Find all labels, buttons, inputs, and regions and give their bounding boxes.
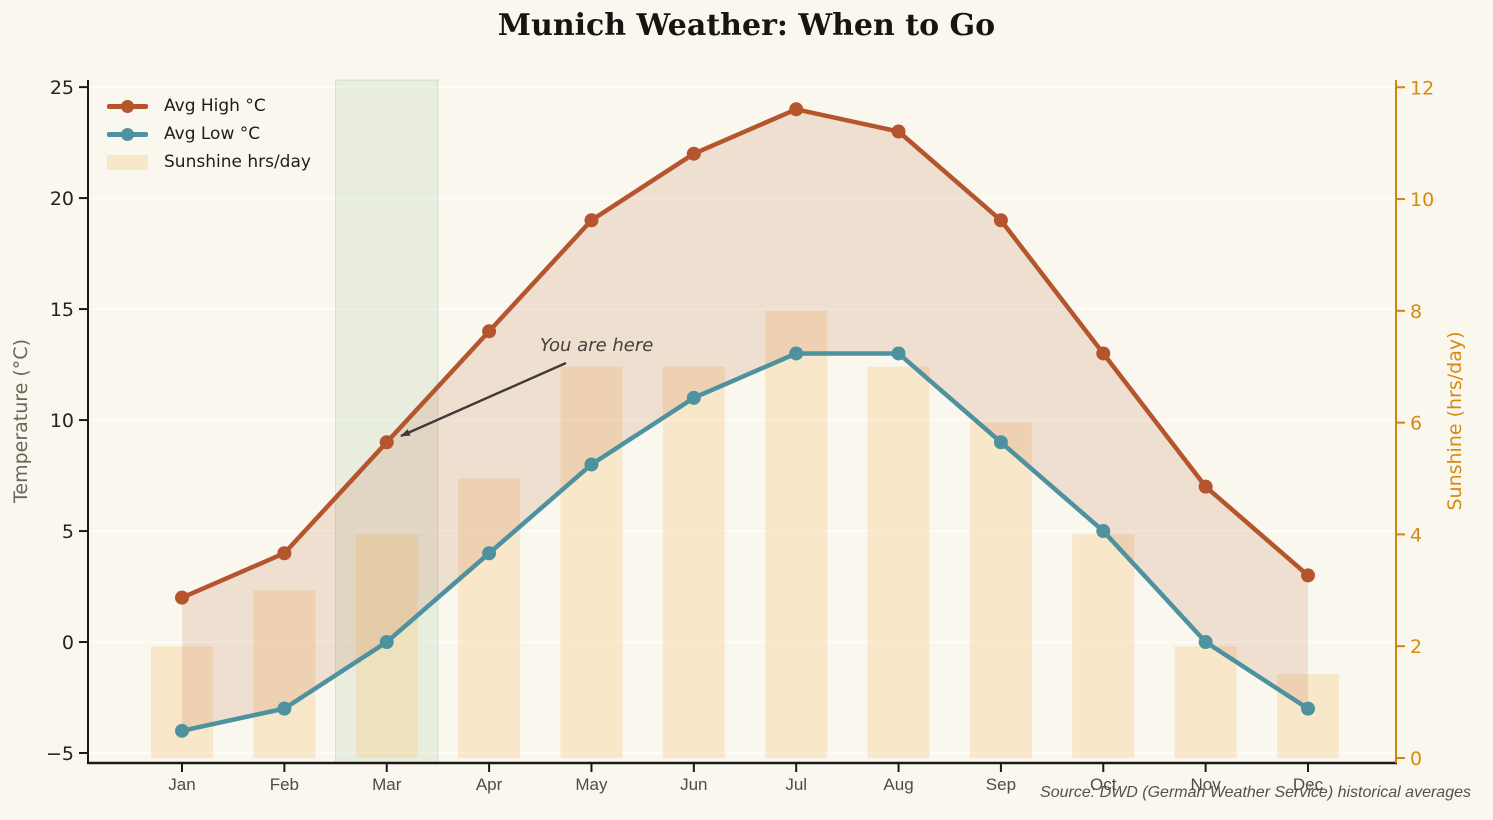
- sunshine-bar-Feb: [253, 590, 316, 758]
- sunshine-bar-Jun: [662, 366, 725, 758]
- left-axis-title: Temperature (°C): [10, 339, 32, 504]
- sunshine-bar-Dec: [1277, 674, 1340, 758]
- avg-low-point-Sep: [993, 435, 1008, 450]
- sunshine-bar-Jan: [151, 646, 213, 758]
- source-note: Source: DWD (German Weather Service) his…: [1040, 784, 1471, 801]
- left-tick-label: −5: [46, 743, 74, 765]
- right-tick-label: 12: [1410, 77, 1434, 99]
- x-tick-label-Oct: Oct: [1090, 775, 1117, 794]
- avg-high-point-Sep: [993, 213, 1008, 228]
- x-tick-label-Jan: Jan: [168, 775, 195, 794]
- x-tick-label-Aug: Aug: [883, 775, 913, 794]
- avg-high-point-Jun: [686, 146, 701, 161]
- avg-high-point-Jul: [789, 102, 804, 117]
- x-tick-label-Nov: Nov: [1191, 775, 1222, 794]
- avg-low-line: [179, 351, 1311, 734]
- right-tick-label: 10: [1410, 189, 1434, 211]
- sunshine-bar-Oct: [1072, 534, 1135, 758]
- avg-low-point-Oct: [1096, 524, 1111, 539]
- avg-high-point-Mar: [379, 435, 394, 450]
- left-tick-label: 20: [50, 188, 74, 210]
- x-tick-label-Sep: Sep: [986, 775, 1016, 794]
- avg-low-point-Aug: [891, 346, 906, 361]
- avg-high-line-marker-icon: [107, 98, 148, 114]
- avg-high-line: [179, 107, 1311, 600]
- avg-low-point-Jun: [686, 390, 701, 405]
- sunshine-bar-Sep: [969, 422, 1032, 758]
- avg-low-line-marker-icon: [107, 126, 148, 142]
- right-tick-label: 6: [1410, 413, 1422, 435]
- right-tick-label: 2: [1410, 636, 1422, 658]
- x-tick-label-Dec: Dec: [1293, 775, 1324, 794]
- you-are-here-annotation: You are here: [540, 335, 654, 356]
- avg-low-point-Feb: [277, 701, 292, 716]
- avg-low-point-Jul: [789, 346, 804, 361]
- avg-low-point-Apr: [482, 546, 497, 561]
- avg-low-point-Dec: [1301, 701, 1316, 716]
- legend-label: Avg High °C: [164, 96, 266, 116]
- avg-high-point-Feb: [277, 546, 292, 561]
- sunshine-bar-Aug: [867, 366, 930, 758]
- right-axis-title: Sunshine (hrs/day): [1444, 331, 1466, 510]
- avg-low-point-Jan: [175, 723, 189, 738]
- x-tick-label-Feb: Feb: [270, 775, 299, 794]
- right-tick-label: 4: [1410, 524, 1422, 546]
- x-tick-label-Apr: Apr: [476, 775, 503, 794]
- x-tick-label-Mar: Mar: [372, 775, 402, 794]
- x-tick-label-Jun: Jun: [680, 775, 707, 794]
- right-tick-label: 0: [1410, 748, 1422, 770]
- legend-label: Sunshine hrs/day: [164, 152, 311, 172]
- x-tick-label-Jul: Jul: [785, 775, 807, 794]
- x-tick-label-May: May: [575, 775, 608, 794]
- sunshine-bar-Nov: [1174, 646, 1237, 758]
- legend-item-avg-high: Avg High °C: [107, 92, 311, 120]
- avg-high-point-Nov: [1198, 479, 1213, 494]
- avg-high-point-Apr: [482, 324, 497, 339]
- avg-low-point-Mar: [379, 635, 394, 650]
- left-tick-label: 5: [62, 521, 74, 543]
- avg-high-point-Jan: [175, 590, 189, 605]
- legend-item-sunshine: Sunshine hrs/day: [107, 148, 311, 176]
- left-tick-label: 0: [62, 632, 74, 654]
- left-tick-label: 15: [50, 299, 74, 321]
- sunshine-patch-marker-icon: [107, 154, 148, 170]
- sunshine-bar-May: [560, 366, 623, 758]
- right-tick-label: 8: [1410, 301, 1422, 323]
- legend-item-avg-low: Avg Low °C: [107, 120, 311, 148]
- avg-high-point-Dec: [1301, 568, 1316, 583]
- legend-label: Avg Low °C: [164, 124, 261, 144]
- left-tick-label: 25: [50, 77, 74, 99]
- left-tick-label: 10: [50, 410, 74, 432]
- avg-high-point-Oct: [1096, 346, 1111, 361]
- sunshine-bar-Apr: [458, 478, 521, 758]
- avg-low-point-Nov: [1198, 635, 1213, 650]
- annotation-arrow: [400, 361, 567, 438]
- avg-low-point-May: [584, 457, 599, 472]
- sunshine-bar-Jul: [765, 310, 828, 758]
- chart-legend: Avg High °C Avg Low °C Sunshine hrs/day: [107, 92, 311, 176]
- avg-high-point-May: [584, 213, 599, 228]
- page-title: Munich Weather: When to Go: [497, 8, 996, 43]
- avg-high-point-Aug: [891, 124, 906, 139]
